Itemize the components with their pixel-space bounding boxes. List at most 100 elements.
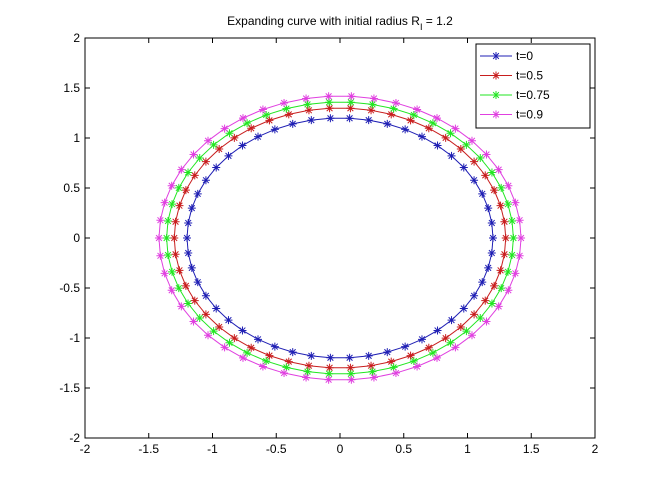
legend-marker: [492, 91, 500, 99]
marker-stroke: [492, 110, 500, 119]
data-point: [391, 98, 400, 107]
marker-stroke: [424, 343, 433, 352]
data-point: [225, 129, 234, 138]
marker-stroke: [265, 116, 274, 125]
marker-stroke: [504, 181, 513, 190]
marker-stroke: [383, 348, 392, 357]
data-point: [494, 302, 503, 311]
data-point: [424, 343, 433, 352]
marker-stroke: [487, 299, 496, 308]
marker-stroke: [401, 342, 410, 351]
chart-title: Expanding curve with initial radius RI =…: [227, 14, 453, 32]
legend: t=0 t=0.5 t=0.75 t=0.9: [475, 43, 591, 129]
data-point: [230, 133, 239, 142]
data-point: [189, 150, 198, 159]
data-point: [517, 234, 526, 242]
marker-stroke: [325, 363, 334, 372]
data-point: [201, 310, 210, 319]
data-point: [515, 216, 524, 225]
data-point: [307, 116, 316, 125]
marker-stroke: [254, 335, 263, 344]
marker-stroke: [262, 357, 271, 366]
marker-stroke: [167, 286, 176, 295]
marker-stroke: [428, 119, 437, 128]
marker-stroke: [487, 249, 496, 258]
marker-stroke: [212, 163, 221, 172]
y-tick-label: -1: [69, 331, 80, 345]
marker-stroke: [367, 106, 376, 115]
data-point: [184, 299, 193, 308]
marker-stroke: [243, 348, 252, 357]
data-point: [303, 367, 312, 376]
marker-stroke: [325, 369, 334, 378]
marker-stroke: [212, 304, 221, 313]
data-point: [175, 201, 184, 210]
marker-stroke: [326, 353, 335, 362]
marker-stroke: [459, 304, 468, 313]
marker-stroke: [492, 91, 500, 99]
marker-stroke: [168, 267, 177, 276]
data-point: [504, 181, 513, 190]
data-point: [481, 296, 490, 305]
marker-stroke: [456, 145, 465, 154]
marker-stroke: [284, 357, 293, 366]
marker-stroke: [447, 151, 456, 160]
data-point: [504, 286, 513, 295]
data-point: [288, 348, 297, 357]
data-point: [428, 348, 437, 357]
marker-stroke: [346, 363, 355, 372]
marker-stroke: [433, 141, 442, 150]
marker-stroke: [307, 116, 316, 125]
data-point: [387, 357, 396, 366]
y-tick-label: 1: [73, 131, 80, 145]
data-point: [225, 338, 234, 347]
marker-stroke: [409, 357, 418, 366]
marker-stroke: [391, 369, 400, 378]
y-tick-label: 1.5: [63, 81, 80, 95]
y-tick-label: -0.5: [59, 281, 80, 295]
marker-stroke: [508, 216, 517, 225]
data-point: [481, 171, 490, 180]
chart-title-suffix: = 1.2: [422, 14, 453, 28]
data-point: [280, 98, 289, 107]
marker-stroke: [433, 326, 442, 335]
data-point: [383, 348, 392, 357]
marker-stroke: [282, 363, 291, 372]
marker-stroke: [238, 114, 247, 123]
y-tick-label: 2: [73, 31, 80, 45]
marker-stroke: [492, 52, 500, 60]
data-point: [183, 234, 191, 242]
x-tick-label: -1.5: [138, 442, 159, 456]
data-point: [167, 181, 176, 190]
marker-stroke: [204, 331, 213, 340]
data-point: [238, 353, 247, 362]
series-t=0.5: [170, 104, 510, 372]
data-point: [163, 251, 172, 260]
series-line: [158, 95, 522, 381]
data-point: [345, 353, 354, 362]
marker-stroke: [387, 357, 396, 366]
marker-stroke: [171, 217, 180, 226]
marker-stroke: [484, 263, 493, 272]
data-point: [171, 217, 180, 226]
marker-stroke: [187, 204, 196, 213]
marker-stroke: [346, 98, 355, 107]
marker-stroke: [490, 281, 499, 290]
data-point: [511, 269, 520, 278]
legend-label: t=0.5: [516, 69, 543, 83]
data-point: [462, 140, 471, 149]
marker-stroke: [417, 335, 426, 344]
data-point: [209, 140, 218, 149]
x-tick-label: 0.5: [395, 442, 412, 456]
marker-stroke: [391, 98, 400, 107]
marker-stroke: [177, 302, 186, 311]
marker-stroke: [433, 353, 442, 362]
data-point: [446, 129, 455, 138]
data-point: [284, 357, 293, 366]
data-point: [451, 343, 460, 352]
marker-stroke: [428, 348, 437, 357]
data-point: [490, 186, 499, 195]
data-point: [367, 106, 376, 115]
marker-stroke: [325, 98, 334, 107]
marker-stroke: [220, 124, 229, 133]
